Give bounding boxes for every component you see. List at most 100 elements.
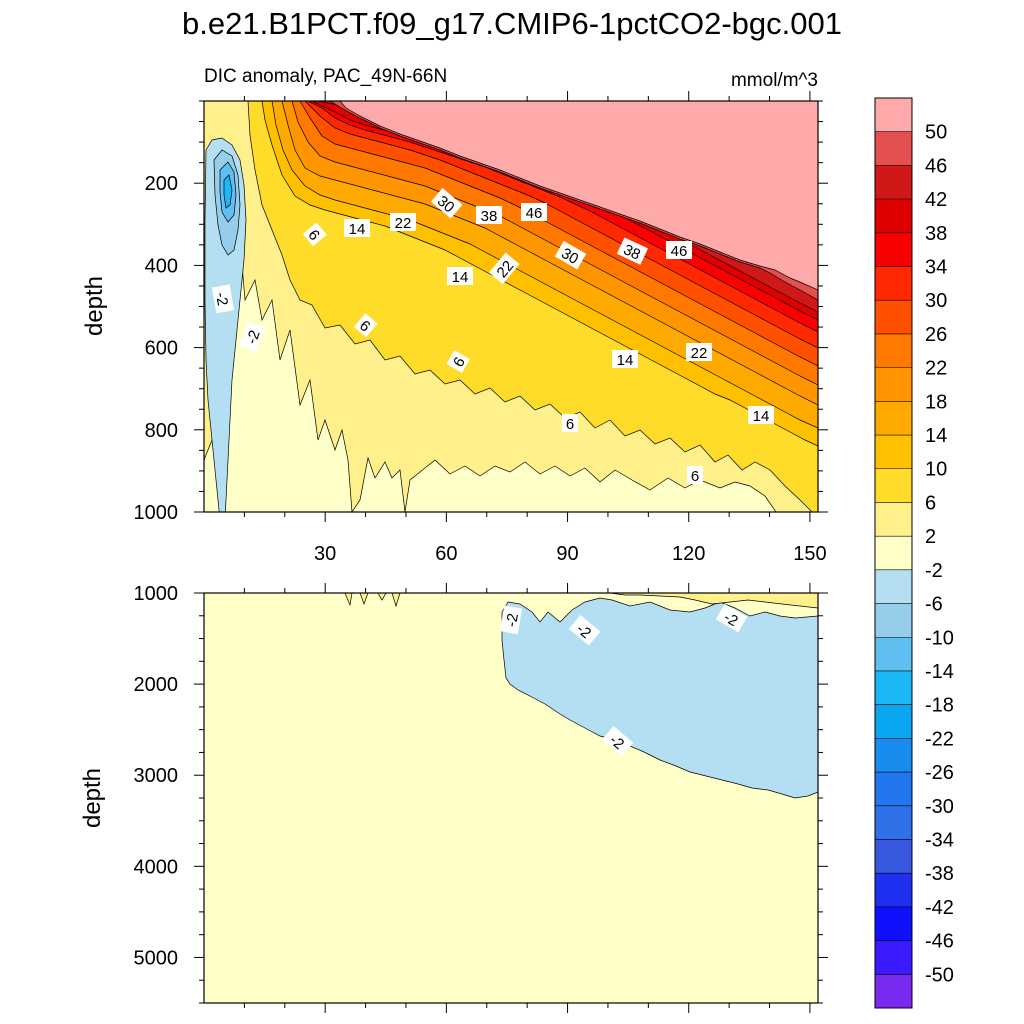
colorbar-swatch: [875, 569, 912, 604]
colorbar-label: 26: [925, 324, 947, 346]
colorbar-frame: [874, 97, 913, 1009]
contour-label-box: [499, 605, 523, 635]
colorbar-label: 50: [925, 122, 947, 144]
lower-contour-fill-2: [344, 593, 818, 609]
contour-label: 6: [353, 313, 378, 338]
colorbar-label: -10: [925, 627, 954, 649]
colorbar-label: 34: [925, 257, 947, 279]
x-tick-label: 90: [556, 543, 578, 565]
contour-label: 6: [687, 466, 703, 485]
contour-label-box: [612, 350, 638, 368]
colorbar-swatch: [875, 333, 912, 369]
colorbar-swatch: [875, 637, 912, 672]
contour-label-text: 46: [526, 205, 543, 222]
colorbar-swatch: [875, 670, 912, 706]
contour-label: 38: [616, 237, 649, 265]
contour-label-box: [446, 350, 470, 373]
contour-label-text: 6: [566, 416, 574, 433]
contour-label: -2: [715, 603, 748, 633]
contour-label: -2: [499, 605, 523, 635]
y-tick-label: 400: [145, 255, 178, 277]
colorbar-label: 2: [925, 526, 936, 548]
contour-label-text: -2: [212, 291, 231, 307]
colorbar-label: -18: [925, 695, 954, 717]
contour-label-box: [390, 213, 416, 231]
contour-label-box: [554, 240, 587, 270]
upper-panel: 30 60 90 120 150 200 400 600 800 1000 30 38 46 14 22 6…: [134, 91, 828, 565]
contour-label: 38: [476, 206, 502, 225]
y-tick-label: 3000: [134, 765, 179, 787]
colorbar-swatch: [875, 839, 912, 874]
colorbar-swatch: [875, 536, 912, 571]
colorbar-swatch: [875, 367, 912, 402]
x-tick-label: 150: [793, 543, 826, 565]
contour-label-text: 46: [671, 243, 688, 260]
contour-label-text: 14: [349, 221, 366, 238]
y-tick-label: 1000: [134, 502, 179, 524]
colorbar-label: 10: [925, 459, 947, 481]
y-tick-label: 2000: [134, 674, 179, 696]
contour-label: -2: [601, 725, 634, 757]
x-tick-label: 30: [314, 543, 336, 565]
contour-label: 46: [666, 241, 692, 260]
chart-subtitle: DIC anomaly, PAC_49N-66N: [204, 66, 447, 87]
colorbar-swatch: [875, 603, 912, 638]
contour-label-box: [562, 414, 578, 432]
contour-label-box: [344, 219, 370, 237]
colorbar-swatch: [875, 165, 912, 200]
colorbar-swatch: [875, 805, 912, 840]
contour-label-box: [666, 241, 692, 259]
colorbar-swatch: [875, 873, 912, 908]
colorbar-swatch: [875, 974, 912, 1009]
colorbar-label: -22: [925, 728, 954, 750]
contour-label: 14: [447, 267, 473, 286]
contour-label: 30: [430, 187, 463, 219]
colorbar-swatch: [875, 266, 912, 301]
contour-fill-neg14: [223, 174, 233, 209]
x-tick-label: 120: [672, 543, 705, 565]
contour-label-box: [521, 203, 547, 221]
contour-label-box: [687, 466, 703, 484]
contour-label: 6: [302, 222, 327, 247]
contour-label: 14: [748, 406, 774, 425]
contour-label-text: 6: [691, 468, 699, 485]
colorbar-swatch: [875, 401, 912, 436]
colorbar-swatch: [875, 131, 912, 166]
contour-label: -2: [211, 284, 235, 314]
colorbar-label: -46: [925, 931, 954, 953]
contour-label-box: [430, 187, 463, 219]
contour-label-text: 14: [617, 352, 634, 369]
contour-label-box: [239, 321, 265, 352]
colorbar-label: -50: [925, 964, 954, 986]
colorbar-label: 14: [925, 425, 947, 447]
lower-panel: 1000 2000 3000 4000 5000 -2 -2 -2 -2: [134, 583, 828, 1013]
colorbar-label: 22: [925, 358, 947, 380]
contour-label-text: 22: [691, 345, 708, 362]
contour-label-box: [748, 406, 774, 424]
y-tick-label: 5000: [134, 947, 179, 969]
contour-label: 30: [554, 240, 587, 270]
colorbar-label: 30: [925, 290, 947, 312]
colorbar-label: -34: [925, 829, 954, 851]
colorbar-label: -26: [925, 762, 954, 784]
upper-axes: 30 60 90 120 150 200 400 600 800 1000: [134, 91, 828, 565]
colorbar-label: -38: [925, 863, 954, 885]
colorbar-label: 42: [925, 189, 947, 211]
lower-ylabel: depth: [79, 768, 106, 828]
contour-label-text: 14: [753, 408, 770, 425]
colorbar-label: -6: [925, 594, 943, 616]
contour-label-box: [476, 206, 502, 224]
x-tick-label: 60: [435, 543, 457, 565]
contour-label-box: [488, 252, 520, 285]
contour-label-text: 30: [558, 245, 581, 268]
contour-label: 46: [521, 203, 547, 222]
contour-label-box: [353, 313, 378, 338]
y-tick-label: 800: [145, 420, 178, 442]
colorbar-label: 38: [925, 223, 947, 245]
contour-label-box: [616, 237, 649, 265]
contour-label: 14: [344, 219, 370, 238]
colorbar-label: 18: [925, 391, 947, 413]
contour-label-box: [302, 222, 327, 247]
contour-label: -2: [239, 321, 265, 352]
